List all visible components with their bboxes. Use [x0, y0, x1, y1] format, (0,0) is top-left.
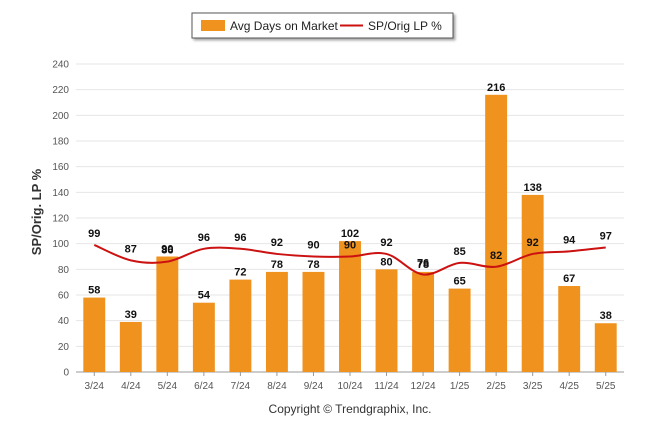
bar-value-label: 67: [563, 273, 575, 285]
line-series: [93, 244, 606, 276]
x-tick-label: 5/24: [158, 381, 178, 392]
bar-value-label: 216: [487, 82, 505, 94]
x-tick-label: 7/24: [231, 381, 251, 392]
y-tick-label: 200: [52, 111, 69, 122]
bar: [302, 271, 325, 372]
y-tick-label: 180: [52, 137, 69, 148]
bar: [521, 194, 544, 372]
line-value-label: 97: [600, 231, 612, 243]
line-value-label: 90: [307, 240, 319, 252]
y-axis-ticks: 0 20 40 60 80 100 120 140 160 180 200 220 240: [52, 60, 69, 379]
x-tick-label: 1/25: [450, 381, 470, 392]
x-tick-label: 10/24: [337, 381, 362, 392]
bar-value-label: 58: [88, 285, 100, 297]
bar: [485, 94, 508, 373]
x-tick-label: 3/25: [523, 381, 543, 392]
line-value-label: 86: [161, 245, 173, 257]
legend: Avg Days on Market SP/Orig LP %: [191, 12, 454, 39]
line-value-label: 92: [527, 237, 539, 249]
x-tick-label: 11/24: [374, 381, 399, 392]
x-tick-label: 9/24: [304, 381, 324, 392]
x-axis-ticks: 3/24 4/24 5/24 6/24 7/24 8/24 9/24 10/24 11/24 12…: [85, 372, 616, 392]
line-value-label: 99: [88, 228, 100, 240]
bar-value-label: 65: [453, 276, 465, 288]
bar-value-label: 78: [271, 259, 283, 271]
bar: [594, 323, 617, 372]
x-tick-label: 6/24: [194, 381, 214, 392]
bar-value-label: 102: [341, 228, 359, 240]
bar: [156, 256, 179, 372]
line-value-label: 96: [198, 232, 210, 244]
bar-value-label: 90: [161, 244, 173, 256]
bar: [375, 269, 398, 372]
x-tick-label: 4/25: [559, 381, 579, 392]
y-tick-label: 80: [58, 265, 70, 276]
bar: [83, 297, 106, 372]
line-value-label: 82: [490, 250, 502, 262]
y-tick-label: 240: [52, 60, 69, 71]
line-sp-orig-lp: [93, 244, 606, 276]
y-tick-label: 140: [52, 188, 69, 199]
x-tick-label: 8/24: [267, 381, 287, 392]
y-tick-label: 160: [52, 162, 69, 173]
y-tick-label: 100: [52, 239, 69, 250]
bar-value-label: 80: [380, 256, 392, 268]
bar: [192, 302, 215, 372]
y-tick-label: 60: [58, 291, 70, 302]
legend-label-bar: Avg Days on Market: [230, 19, 338, 33]
bar-value-label: 54: [198, 290, 211, 302]
line-value-label: 92: [271, 237, 283, 249]
bar: [412, 271, 435, 372]
line-value-label: 96: [234, 232, 246, 244]
line-value-label: 87: [125, 243, 137, 255]
legend-swatch-bar: [201, 20, 225, 31]
y-tick-label: 0: [63, 368, 69, 379]
x-tick-label: 5/25: [596, 381, 616, 392]
line-value-label: 94: [563, 234, 576, 246]
x-tick-label: 2/25: [486, 381, 506, 392]
bar-value-label: 78: [307, 259, 319, 271]
line-value-label: 90: [344, 240, 356, 252]
y-tick-label: 20: [58, 342, 70, 353]
legend-label-line: SP/Orig LP %: [368, 19, 442, 33]
x-tick-label: 12/24: [411, 381, 436, 392]
y-tick-label: 220: [52, 85, 69, 96]
bar: [448, 288, 471, 372]
y-tick-label: 120: [52, 214, 69, 225]
bar-value-label: 72: [234, 267, 246, 279]
bar: [558, 286, 581, 372]
copyright: Copyright © Trendgraphix, Inc.: [269, 402, 432, 416]
y-axis-label: SP/Orig. LP %: [29, 168, 44, 255]
bar-value-label: 39: [125, 309, 137, 321]
bars: [83, 94, 617, 373]
bar-value-label: 78: [417, 259, 429, 271]
x-tick-label: 3/24: [85, 381, 105, 392]
bar: [119, 321, 142, 372]
bar-value-label: 138: [523, 182, 541, 194]
bar-value-label: 38: [600, 310, 612, 322]
line-value-label: 92: [380, 237, 392, 249]
bar: [229, 279, 252, 372]
legend-box: [191, 12, 454, 39]
line-value-label: 76: [417, 257, 429, 269]
bar: [265, 271, 288, 372]
y-tick-label: 40: [58, 316, 70, 327]
bar: [339, 241, 361, 372]
x-tick-label: 4/24: [121, 381, 141, 392]
line-value-label: 85: [453, 246, 465, 258]
